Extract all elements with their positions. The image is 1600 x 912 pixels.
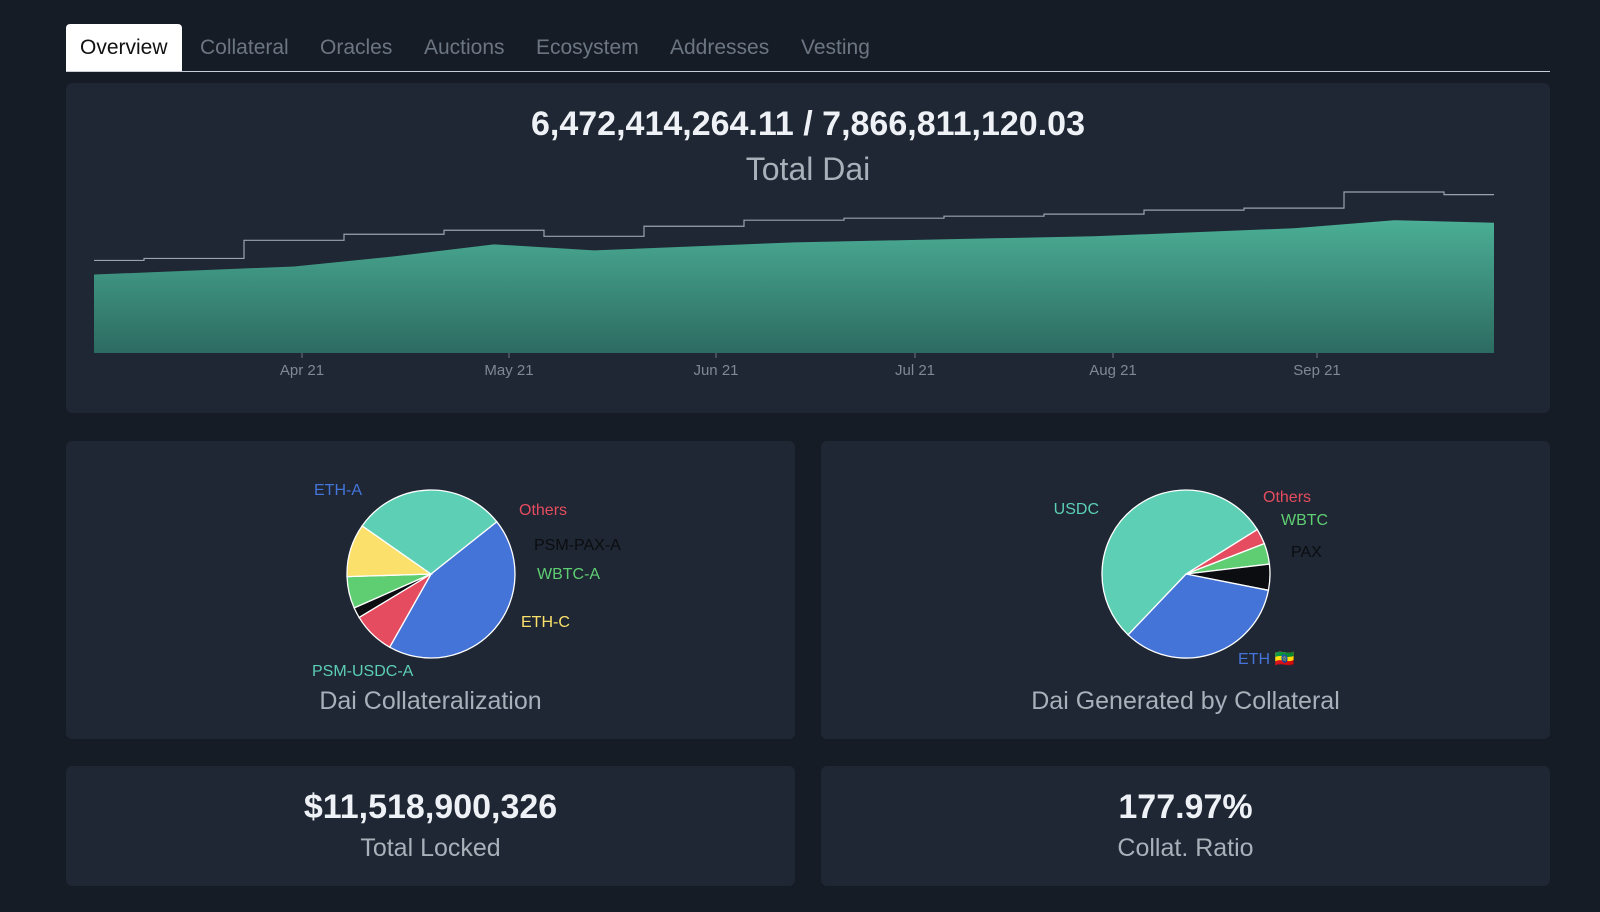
pie-label: ETH 🇪🇹 <box>1238 650 1294 668</box>
pie-label: ETH-C <box>521 614 570 631</box>
collat-ratio-value: 177.97% <box>1118 788 1253 826</box>
pie-label: USDC <box>1054 501 1099 518</box>
x-tick-label: Jun 21 <box>693 362 738 379</box>
pie-label: Others <box>1263 489 1311 506</box>
tab-collateral[interactable]: Collateral <box>200 36 289 59</box>
dai-generated-card: Others WBTC PAX ETH 🇪🇹 USDC Dai Generated by… <box>821 441 1550 739</box>
pie-label: ETH-A <box>314 482 362 499</box>
tab-ecosystem[interactable]: Ecosystem <box>536 36 639 59</box>
tab-addresses[interactable]: Addresses <box>670 36 770 59</box>
pie-label: WBTC <box>1281 512 1328 529</box>
x-tick-label: Jul 21 <box>895 362 935 379</box>
collat-ratio-label: Collat. Ratio <box>1117 834 1254 862</box>
x-tick-label: Apr 21 <box>280 362 324 379</box>
total-dai-label: Total Dai <box>745 151 871 187</box>
tab-oracles[interactable]: Oracles <box>320 36 393 59</box>
pie-label: PSM-USDC-A <box>312 663 414 680</box>
dai-generated-pie: Others WBTC PAX ETH 🇪🇹 USDC <box>1054 489 1328 668</box>
pie-slice-psm-usdc-a[interactable] <box>361 489 498 575</box>
x-tick-label: May 21 <box>484 362 533 379</box>
pie-label: PAX <box>1291 544 1322 561</box>
debt-ceiling-line <box>94 191 1494 262</box>
tab-overview[interactable]: Overview <box>66 24 182 71</box>
total-locked-label: Total Locked <box>360 834 501 862</box>
dai-generated-title: Dai Generated by Collateral <box>1031 687 1340 715</box>
collateralization-card: ETH-A Others PSM-PAX-A WBTC-A ETH-C PSM-USDC-… <box>66 441 795 739</box>
collateralization-title: Dai Collateralization <box>319 687 542 715</box>
pie-label: PSM-PAX-A <box>534 537 621 554</box>
total-dai-area-chart: Apr 21 May 21 Jun 21 Jul 21 Aug 21 Sep 21 <box>94 191 1494 379</box>
x-tick-label: Aug 21 <box>1089 362 1137 379</box>
x-tick-label: Sep 21 <box>1293 362 1341 379</box>
dai-supply-area <box>94 220 1494 353</box>
total-locked-card: $11,518,900,326 Total Locked <box>66 766 795 886</box>
pie-slice-eth-a[interactable] <box>388 520 516 659</box>
tab-vesting[interactable]: Vesting <box>801 36 870 59</box>
tab-bar: Overview Collateral Oracles Auctions Eco… <box>66 24 1550 72</box>
collateralization-pie: ETH-A Others PSM-PAX-A WBTC-A ETH-C PSM-USDC-… <box>312 482 621 680</box>
tab-auctions[interactable]: Auctions <box>424 36 505 59</box>
total-locked-value: $11,518,900,326 <box>303 788 558 826</box>
pie-label: Others <box>519 502 567 519</box>
pie-slice-usdc[interactable] <box>1101 489 1259 636</box>
total-dai-card: 6,472,414,264.11 / 7,866,811,120.03 Tota… <box>66 83 1550 413</box>
collat-ratio-card: 177.97% Collat. Ratio <box>821 766 1550 886</box>
pie-slice-eth[interactable] <box>1127 573 1270 659</box>
total-dai-value: 6,472,414,264.11 / 7,866,811,120.03 <box>531 105 1085 143</box>
pie-label: WBTC-A <box>537 566 600 583</box>
